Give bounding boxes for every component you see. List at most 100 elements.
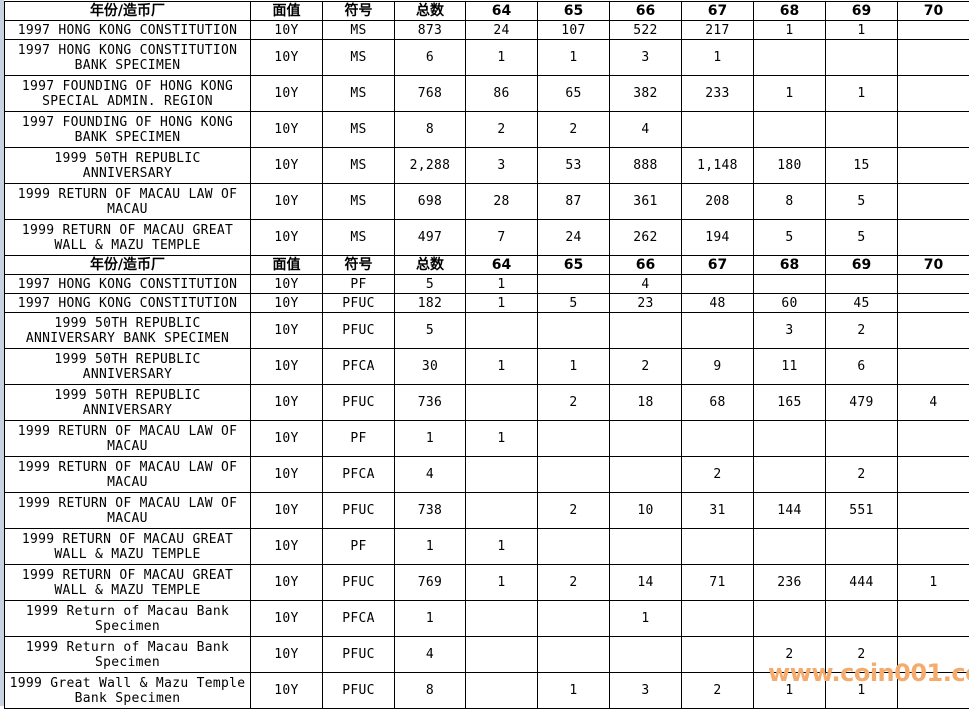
cell-grade-65: 1 [538, 673, 610, 709]
cell-symbol: MS [323, 40, 395, 76]
cell-total: 5 [395, 313, 466, 349]
cell-denomination: 10Y [251, 673, 323, 709]
cell-symbol: PF [323, 275, 395, 294]
table-row: 1999 Great Wall & Mazu Temple Bank Speci… [5, 673, 969, 709]
cell-grade-67: 217 [682, 21, 754, 40]
cell-symbol: PFUC [323, 385, 395, 421]
cell-total: 1 [395, 529, 466, 565]
cell-grade-67: 71 [682, 565, 754, 601]
cell-name: 1997 HONG KONG CONSTITUTION [5, 294, 251, 313]
cell-grade-65: 53 [538, 148, 610, 184]
cell-total: 873 [395, 21, 466, 40]
cell-grade-66: 262 [610, 220, 682, 256]
table-row: 1997 HONG KONG CONSTITUTION BANK SPECIME… [5, 40, 969, 76]
cell-grade-64 [466, 385, 538, 421]
cell-denomination: 10Y [251, 275, 323, 294]
cell-grade-66 [610, 637, 682, 673]
cell-name: 1999 RETURN OF MACAU GREAT WALL & MAZU T… [5, 565, 251, 601]
column-header-grade-67: 67 [682, 256, 754, 275]
cell-grade-69: 551 [826, 493, 898, 529]
cell-grade-65 [538, 313, 610, 349]
cell-grade-68 [754, 421, 826, 457]
cell-grade-67 [682, 275, 754, 294]
cell-name: 1999 RETURN OF MACAU LAW OF MACAU [5, 184, 251, 220]
cell-symbol: MS [323, 112, 395, 148]
cell-grade-64: 86 [466, 76, 538, 112]
cell-grade-65: 65 [538, 76, 610, 112]
cell-name: 1997 FOUNDING OF HONG KONG BANK SPECIMEN [5, 112, 251, 148]
cell-grade-68: 180 [754, 148, 826, 184]
cell-grade-66: 522 [610, 21, 682, 40]
column-header-grade-69: 69 [826, 2, 898, 21]
cell-grade-66 [610, 457, 682, 493]
cell-grade-69: 15 [826, 148, 898, 184]
cell-grade-65: 2 [538, 112, 610, 148]
cell-grade-68: 5 [754, 220, 826, 256]
cell-grade-70 [898, 637, 969, 673]
cell-total: 769 [395, 565, 466, 601]
cell-grade-64: 1 [466, 40, 538, 76]
cell-grade-65 [538, 637, 610, 673]
cell-denomination: 10Y [251, 148, 323, 184]
column-header-grade-68: 68 [754, 2, 826, 21]
cell-name: 1999 50TH REPUBLIC ANNIVERSARY BANK SPEC… [5, 313, 251, 349]
cell-name: 1999 RETURN OF MACAU GREAT WALL & MAZU T… [5, 220, 251, 256]
cell-denomination: 10Y [251, 220, 323, 256]
cell-grade-65 [538, 421, 610, 457]
column-header-denomination: 面值 [251, 2, 323, 21]
cell-grade-66 [610, 313, 682, 349]
cell-grade-69 [826, 275, 898, 294]
column-header-grade-70: 70 [898, 256, 969, 275]
cell-total: 182 [395, 294, 466, 313]
cell-grade-65: 107 [538, 21, 610, 40]
cell-grade-64 [466, 457, 538, 493]
cell-grade-65 [538, 601, 610, 637]
cell-grade-70 [898, 529, 969, 565]
cell-grade-70 [898, 349, 969, 385]
cell-grade-68: 8 [754, 184, 826, 220]
cell-total: 698 [395, 184, 466, 220]
cell-denomination: 10Y [251, 421, 323, 457]
cell-grade-69: 1 [826, 21, 898, 40]
cell-grade-67 [682, 529, 754, 565]
cell-denomination: 10Y [251, 21, 323, 40]
table-row: 1999 RETURN OF MACAU GREAT WALL & MAZU T… [5, 220, 969, 256]
cell-grade-65 [538, 457, 610, 493]
cell-grade-66: 10 [610, 493, 682, 529]
cell-grade-64: 24 [466, 21, 538, 40]
cell-grade-69: 5 [826, 220, 898, 256]
cell-grade-66: 14 [610, 565, 682, 601]
cell-grade-67: 1 [682, 40, 754, 76]
cell-grade-67: 2 [682, 673, 754, 709]
cell-name: 1999 Great Wall & Mazu Temple Bank Speci… [5, 673, 251, 709]
cell-name: 1997 HONG KONG CONSTITUTION [5, 275, 251, 294]
column-header-total: 总数 [395, 2, 466, 21]
cell-name: 1999 50TH REPUBLIC ANNIVERSARY [5, 385, 251, 421]
table-row: 1999 RETURN OF MACAU GREAT WALL & MAZU T… [5, 529, 969, 565]
cell-grade-65: 5 [538, 294, 610, 313]
cell-grade-67 [682, 637, 754, 673]
cell-grade-70 [898, 112, 969, 148]
cell-grade-68 [754, 457, 826, 493]
cell-total: 8 [395, 673, 466, 709]
cell-name: 1999 RETURN OF MACAU LAW OF MACAU [5, 493, 251, 529]
cell-symbol: MS [323, 21, 395, 40]
column-header-grade-67: 67 [682, 2, 754, 21]
cell-grade-68 [754, 529, 826, 565]
cell-total: 4 [395, 457, 466, 493]
cell-grade-69 [826, 112, 898, 148]
column-header-grade-65: 65 [538, 256, 610, 275]
cell-grade-65: 2 [538, 385, 610, 421]
cell-grade-67: 233 [682, 76, 754, 112]
cell-denomination: 10Y [251, 529, 323, 565]
cell-grade-68: 236 [754, 565, 826, 601]
cell-grade-64 [466, 637, 538, 673]
